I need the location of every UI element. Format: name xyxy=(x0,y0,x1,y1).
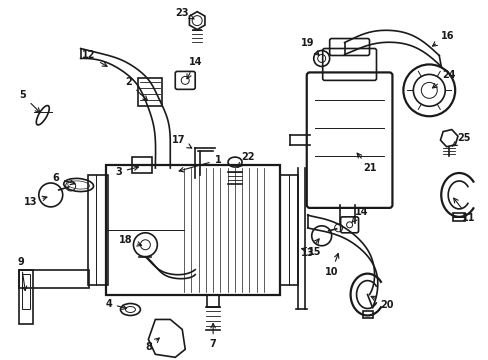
Bar xyxy=(19,270,88,288)
Bar xyxy=(105,165,279,294)
Bar xyxy=(87,175,107,285)
Bar xyxy=(207,294,219,306)
Text: 23: 23 xyxy=(175,8,194,19)
Text: 1: 1 xyxy=(179,155,221,172)
Text: 17: 17 xyxy=(171,135,191,148)
Text: 9: 9 xyxy=(18,257,27,291)
Text: 13: 13 xyxy=(301,239,319,258)
Bar xyxy=(22,274,30,309)
Text: 5: 5 xyxy=(20,90,40,112)
Text: 25: 25 xyxy=(451,133,470,146)
Text: 7: 7 xyxy=(209,324,216,349)
Text: 14: 14 xyxy=(351,207,367,222)
Bar xyxy=(279,175,297,285)
Text: 11: 11 xyxy=(453,198,475,223)
Text: 3: 3 xyxy=(115,166,138,177)
Text: 6: 6 xyxy=(52,173,75,185)
Bar xyxy=(19,270,33,324)
Text: 15: 15 xyxy=(301,247,321,257)
Text: 18: 18 xyxy=(119,235,142,246)
Text: 13: 13 xyxy=(24,196,47,207)
Text: 4: 4 xyxy=(105,298,126,309)
Text: 19: 19 xyxy=(301,37,318,55)
Text: 24: 24 xyxy=(431,71,455,88)
Text: 21: 21 xyxy=(356,153,375,173)
Text: 14: 14 xyxy=(186,58,202,79)
Text: 10: 10 xyxy=(324,253,338,276)
Text: 16: 16 xyxy=(432,31,453,46)
Text: 8: 8 xyxy=(144,338,159,352)
Text: 20: 20 xyxy=(370,296,393,310)
Text: 22: 22 xyxy=(237,152,254,167)
Text: 12: 12 xyxy=(81,50,107,66)
Text: 2: 2 xyxy=(125,77,147,100)
